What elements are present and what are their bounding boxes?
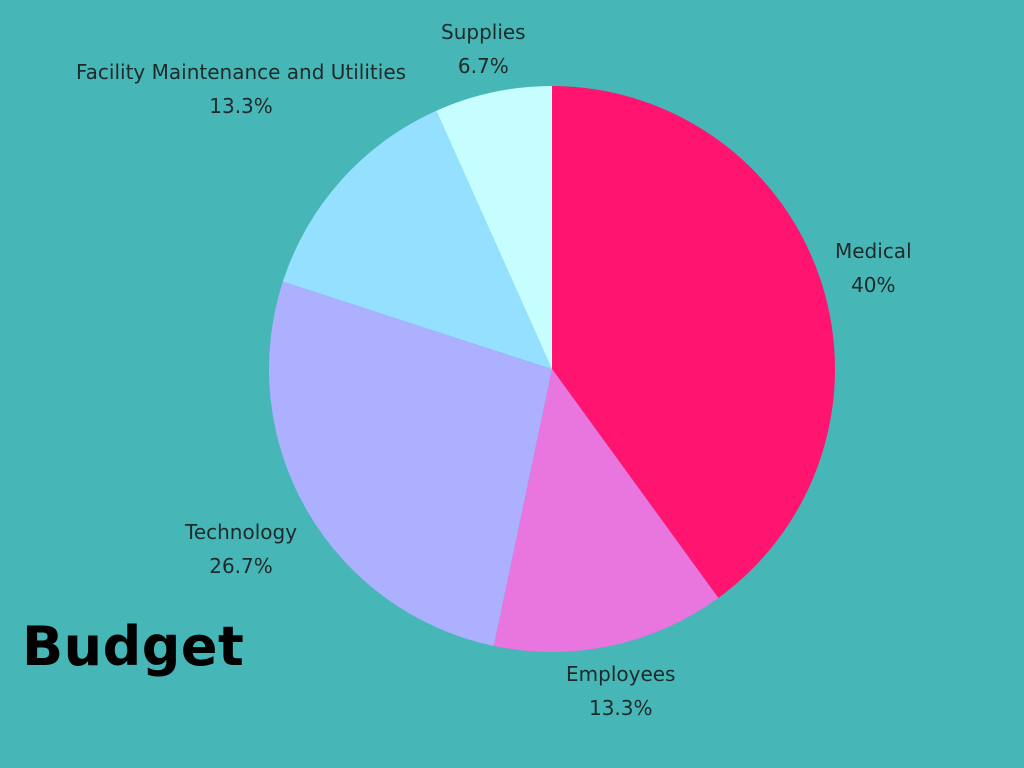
pie-slice-medical	[552, 86, 835, 598]
slice-label-employees-name: Employees	[566, 662, 676, 686]
slice-label-supplies-name: Supplies	[441, 20, 526, 44]
slice-label-facility: Facility Maintenance and Utilities 13.3%	[76, 55, 406, 123]
slice-label-technology: Technology 26.7%	[185, 515, 297, 583]
slice-label-medical-value: 40%	[851, 273, 896, 297]
slice-label-technology-value: 26.7%	[209, 554, 273, 578]
slice-label-medical-name: Medical	[835, 239, 912, 263]
slice-label-facility-value: 13.3%	[209, 94, 273, 118]
slice-label-supplies-value: 6.7%	[457, 54, 509, 78]
slice-label-employees-value: 13.3%	[588, 696, 653, 720]
chart-title: Budget	[22, 615, 245, 678]
pie-slice-employees	[493, 369, 719, 653]
slice-label-facility-name: Facility Maintenance and Utilities	[76, 60, 407, 84]
slice-label-employees: Employees 13.3%	[566, 657, 675, 725]
slice-label-technology-name: Technology	[185, 520, 298, 544]
pie-slice-supplies	[436, 86, 552, 369]
pie-slice-facility-maintenance-and-utilities	[282, 110, 552, 370]
pie-slice-technology	[268, 281, 552, 646]
slice-label-medical: Medical 40%	[835, 234, 912, 302]
slice-label-supplies: Supplies 6.7%	[441, 15, 526, 83]
